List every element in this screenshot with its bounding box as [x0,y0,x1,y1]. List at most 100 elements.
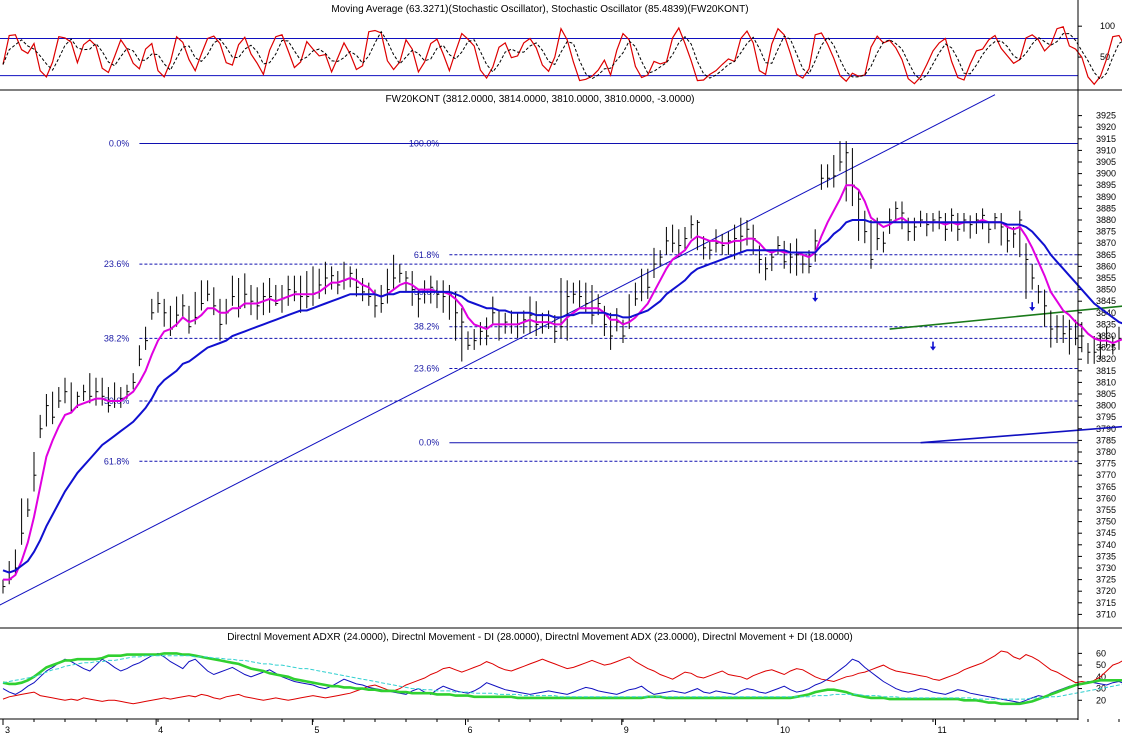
price-bar [566,280,570,341]
price-bar [994,213,998,230]
y-tick-label: 3775 [1096,459,1116,469]
price-bar [89,373,93,404]
price-bar [405,271,409,292]
price-bar [461,308,465,362]
price-bar [244,273,248,309]
price-bar [982,208,985,230]
price-bar [672,224,675,253]
trendline [920,425,1122,444]
price-bar [765,257,768,281]
x-tick-label: 5 [314,725,319,734]
y-tick-label: 3740 [1096,540,1116,550]
price-bar [188,305,192,334]
arrow-head [812,297,819,302]
price-bar [473,329,477,350]
price-bar [380,284,384,313]
price-bar [1025,243,1029,299]
x-tick-label: 6 [468,725,473,734]
price-bar [647,268,651,299]
price-bar [771,252,775,272]
price-bar [926,213,930,237]
price-bar [417,289,421,318]
price-bar [1106,326,1109,348]
y-tick-label: 3830 [1096,331,1116,341]
minus-di-line [2,650,1122,705]
fibonacci-level-label: 0.0% [109,138,130,148]
price-bar [969,215,973,239]
down-arrow-icon [1029,302,1036,312]
y-tick-label: 3895 [1096,180,1116,190]
price-bar [219,298,223,341]
y-tick-label: 3735 [1096,551,1116,561]
y-tick-label: 3835 [1096,319,1116,329]
y-tick-label: 3810 [1096,377,1116,387]
dmi-series [2,650,1122,706]
price-bar [231,275,235,306]
slow-moving-average-line [2,219,1122,574]
price-bar [1000,213,1004,246]
price-bar [393,254,396,290]
x-tick-label: 4 [158,725,163,734]
y-tick-label: 3825 [1096,343,1116,353]
price-bar [200,280,204,311]
price-bar [250,284,254,316]
price-bar [591,284,595,325]
price-bar [163,298,167,327]
price-bar [182,294,186,318]
price-bar [324,261,328,295]
y-tick-label: 3800 [1096,401,1116,411]
fast-moving-average-line [3,184,1122,581]
adx-line [2,652,1122,706]
y-tick-label: 3860 [1096,261,1116,271]
price-bar [151,298,155,320]
price-bar [486,317,489,346]
price-bar [951,208,954,232]
fibonacci-level-label: 61.8% [104,456,130,466]
price-bar [1037,284,1041,304]
y-tick-label: 50 [1096,660,1106,670]
price-bar [535,301,539,336]
price-bar [101,377,105,406]
price-bar [802,254,806,274]
stochastic-line [2,26,1122,86]
price-bar [808,250,812,274]
price-bar [442,280,446,313]
y-tick-label: 3730 [1096,563,1116,573]
y-tick-label: 3915 [1096,134,1116,144]
y-tick-label: 3900 [1096,169,1116,179]
y-tick-label: 3865 [1096,250,1116,260]
price-bar [870,220,874,269]
price-bar [603,305,607,336]
y-tick-label: 3770 [1096,470,1116,480]
price-bar [1044,289,1047,327]
price-bar [641,268,644,302]
y-tick-label: 3725 [1096,575,1116,585]
price-bar [1099,333,1103,360]
price-bar [157,291,161,313]
dmi-panel: Directnl Movement ADXR (24.0000), Direct… [2,632,1122,706]
price-bar [944,213,948,241]
price-bar [889,208,892,234]
price-panel-title: FW20KONT (3812.0000, 3814.0000, 3810.000… [386,94,695,105]
price-bar [138,345,142,367]
price-bar [386,268,390,304]
price-bar [1087,342,1091,364]
price-bar [895,201,899,223]
price-bar [411,271,415,306]
x-tick-label: 3 [5,725,10,734]
price-bar [740,217,744,253]
price-bar [33,452,37,492]
price-bar [1013,226,1016,248]
fibonacci-level-label: 23.6% [414,363,440,373]
price-bar [690,215,694,239]
price-bar [734,224,737,260]
fibonacci-level-label: 0.0% [419,438,440,448]
price-bar [145,326,148,350]
y-tick-label: 3765 [1096,482,1116,492]
y-tick-label: 3755 [1096,505,1116,515]
price-bar [83,384,86,401]
price-bar [684,226,688,251]
fibonacci-level-label: 23.6% [104,259,130,269]
price-bar [709,240,713,260]
price-bar [207,280,210,302]
